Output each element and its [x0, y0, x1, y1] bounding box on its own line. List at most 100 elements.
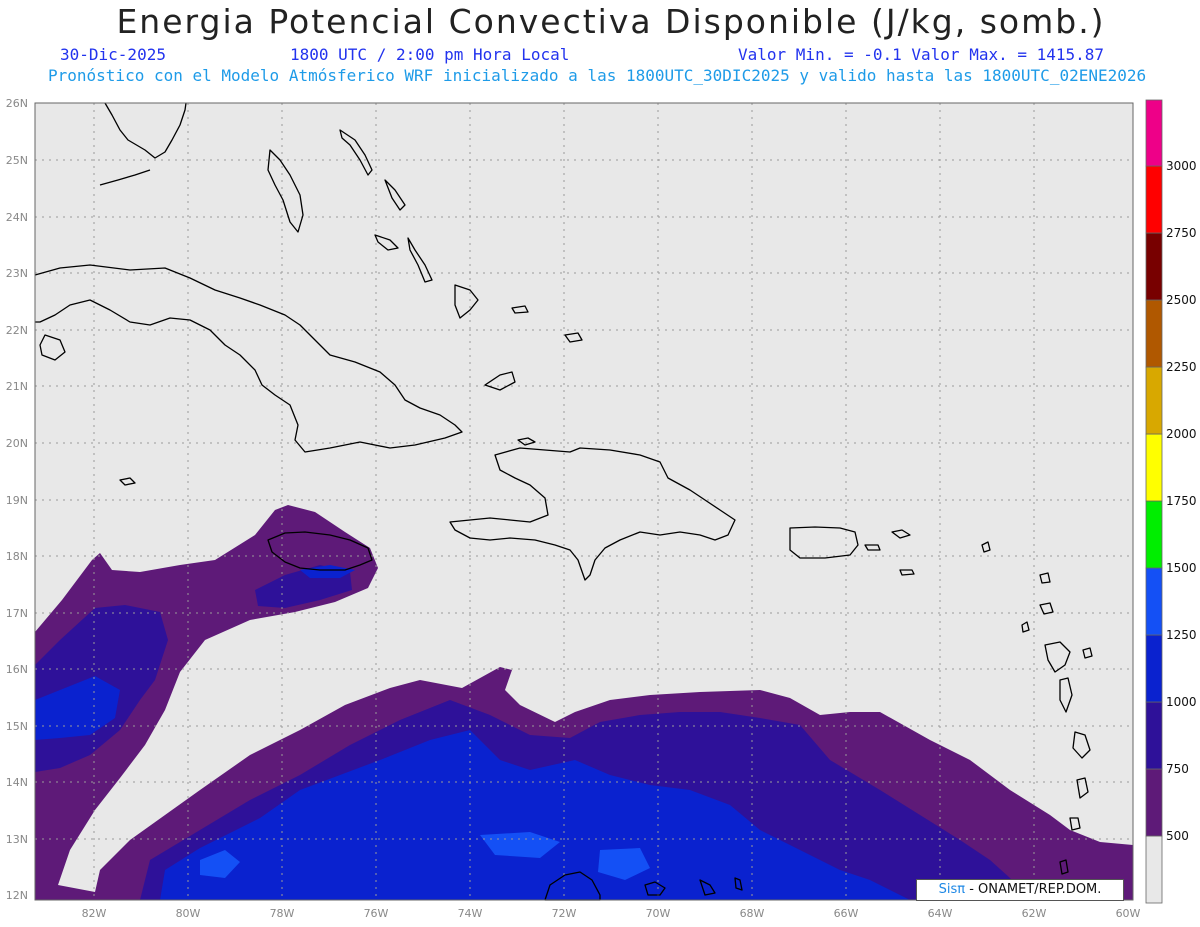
- colorbar-label: 2250: [1166, 360, 1197, 374]
- chart-title: Energia Potencial Convectiva Disponible …: [116, 2, 1106, 41]
- coastline-hispaniola: [449, 447, 736, 581]
- coastlines: [34, 102, 1093, 901]
- coastline-barbados: [1082, 647, 1093, 659]
- coastline-curacao: [699, 879, 716, 896]
- lat-tick-label: 22N: [6, 324, 28, 337]
- coastline-long: [407, 237, 433, 283]
- lon-tick-label: 80W: [176, 907, 201, 920]
- colorbar-label: 2500: [1166, 293, 1197, 307]
- coastline-st-croix: [899, 569, 915, 576]
- colorbar-segment: [1145, 366, 1163, 435]
- min-max-values: Valor Min. = -0.1 Valor Max. = 1415.87: [738, 45, 1105, 64]
- lon-tick-label: 60W: [1116, 907, 1141, 920]
- colorbar-label: 500: [1166, 829, 1189, 843]
- map-frame: [34, 102, 1134, 901]
- lat-tick-label: 14N: [6, 776, 28, 789]
- colorbar-segment: [1145, 567, 1163, 636]
- lat-tick-label: 23N: [6, 267, 28, 280]
- model-info: Pronóstico con el Modelo Atmósferico WRF…: [48, 66, 1147, 85]
- lat-tick-label: 25N: [6, 154, 28, 167]
- cape-region-1250-c: [598, 848, 650, 880]
- lon-tick-label: 68W: [740, 907, 765, 920]
- coastline-grenada: [1059, 859, 1069, 875]
- colorbar-label: 1500: [1166, 561, 1197, 575]
- lon-tick-label: 66W: [834, 907, 859, 920]
- coastline-sm-cay: [484, 371, 516, 391]
- credit-box: Sisπ - ONAMET/REP.DOM.: [916, 879, 1124, 901]
- lon-tick-label: 70W: [646, 907, 671, 920]
- colorbar-labels: 500 750 1000 1250 1500 1750 2000 2250 25…: [1166, 159, 1197, 843]
- colorbar-segment: [1145, 165, 1163, 234]
- coastline-vieques: [864, 544, 881, 551]
- lon-tick-label: 72W: [552, 907, 577, 920]
- lat-tick-label: 21N: [6, 380, 28, 393]
- lat-tick-label: 18N: [6, 550, 28, 563]
- colorbar-segment: [1145, 232, 1163, 301]
- colorbar-segment: [1145, 835, 1163, 904]
- coastline-caicos: [564, 332, 583, 343]
- forecast-date: 30-Dic-2025: [60, 45, 166, 64]
- coastline-dominica: [1059, 677, 1073, 713]
- lat-tick-label: 24N: [6, 211, 28, 224]
- cape-region-1250-a: [200, 850, 240, 878]
- coastline-inagua: [454, 284, 479, 319]
- coastline-eleuthera: [339, 129, 373, 176]
- lat-tick-label: 19N: [6, 494, 28, 507]
- coastline-keys: [99, 169, 151, 186]
- coastline-barbuda: [1039, 572, 1051, 584]
- colorbar-segment: [1145, 99, 1163, 167]
- coastline-isla-juventud: [39, 334, 66, 361]
- lat-tick-label: 13N: [6, 833, 28, 846]
- lon-tick-label: 62W: [1022, 907, 1047, 920]
- coastline-virgin-islands: [891, 529, 911, 539]
- colorbar-segment: [1145, 634, 1163, 703]
- coastline-tortuga: [517, 437, 536, 446]
- coastline-jamaica: [267, 531, 373, 571]
- colorbar-segment: [1145, 768, 1163, 837]
- coastline-guadeloupe: [1044, 641, 1071, 673]
- lat-tick-label: 12N: [6, 889, 28, 902]
- colorbar-label: 1750: [1166, 494, 1197, 508]
- colorbar-label: 750: [1166, 762, 1189, 776]
- coastline-bonaire: [734, 877, 743, 891]
- colorbar-label: 2000: [1166, 427, 1197, 441]
- lon-tick-label: 74W: [458, 907, 483, 920]
- coastline-cat: [384, 179, 406, 211]
- lat-tick-label: 16N: [6, 663, 28, 676]
- colorbar-segment: [1145, 299, 1163, 368]
- lon-tick-labels: 82W 80W 78W 76W 74W 72W 70W 68W 66W 64W …: [82, 907, 1141, 920]
- sis-logo-text: Sisπ: [938, 882, 966, 897]
- cape-region-1000-west: [35, 676, 120, 740]
- cape-region-1000-jamaica: [300, 565, 355, 578]
- coastline-montserrat: [1021, 621, 1030, 633]
- colorbar-label: 2750: [1166, 226, 1197, 240]
- colorbar-label: 1250: [1166, 628, 1197, 642]
- credit-text: - ONAMET/REP.DOM.: [965, 882, 1102, 897]
- coastline-st-vincent: [1069, 817, 1081, 831]
- lon-tick-label: 64W: [928, 907, 953, 920]
- colorbar: [1145, 99, 1163, 904]
- lon-tick-label: 76W: [364, 907, 389, 920]
- coastline-florida: [104, 102, 187, 159]
- lat-tick-label: 17N: [6, 607, 28, 620]
- coastline-martinique: [1072, 731, 1091, 759]
- gridlines: [35, 102, 1133, 900]
- coastline-puerto-rico: [789, 526, 859, 559]
- coastline-antigua: [1039, 602, 1054, 615]
- lon-tick-label: 78W: [270, 907, 295, 920]
- colorbar-segment: [1145, 433, 1163, 502]
- coastline-acklins: [374, 234, 399, 251]
- coastline-aruba: [644, 881, 666, 896]
- cape-shading-1000: [35, 565, 910, 900]
- colorbar-label: 3000: [1166, 159, 1197, 173]
- lat-tick-label: 15N: [6, 720, 28, 733]
- colorbar-segment: [1145, 701, 1163, 770]
- lat-tick-label: 20N: [6, 437, 28, 450]
- colorbar-label: 1000: [1166, 695, 1197, 709]
- coastline-turks: [511, 305, 529, 314]
- colorbar-segment: [1145, 500, 1163, 569]
- lon-tick-label: 82W: [82, 907, 107, 920]
- lat-tick-labels: 26N 25N 24N 23N 22N 21N 20N 19N 18N 17N …: [6, 97, 28, 902]
- coastline-anguilla: [981, 541, 991, 553]
